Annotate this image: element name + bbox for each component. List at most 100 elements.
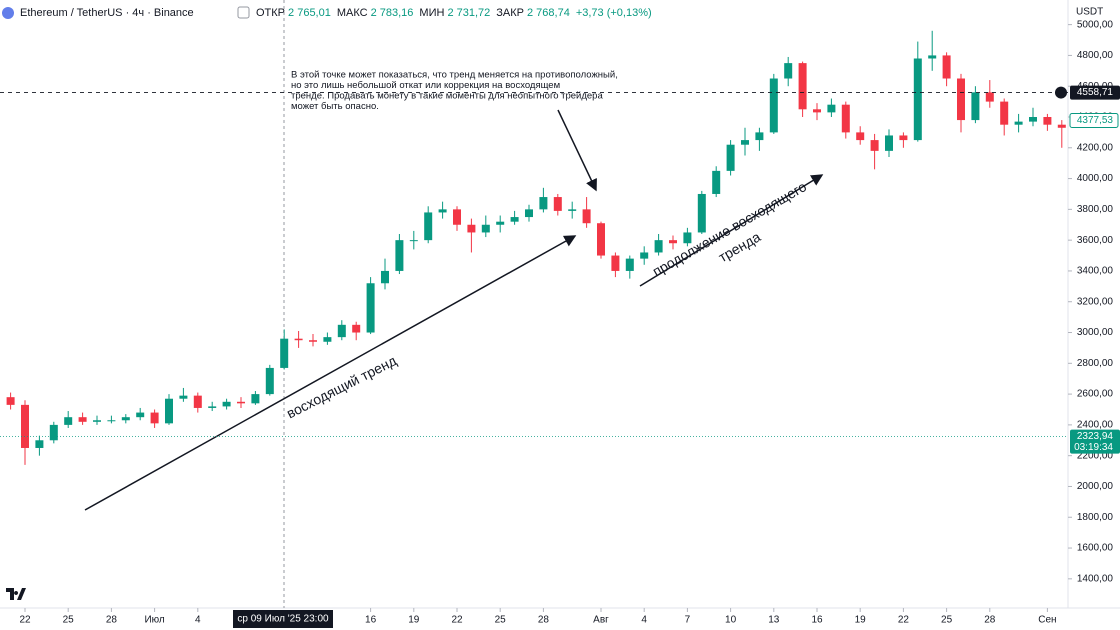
note-line: тренде. Продавать монету в такие моменты… xyxy=(291,91,603,102)
x-tick-label: 16 xyxy=(811,615,823,626)
logo xyxy=(6,588,26,600)
candle-body xyxy=(6,397,15,405)
candle-body xyxy=(179,395,188,399)
hide-button[interactable] xyxy=(237,6,250,19)
candle-body xyxy=(21,404,29,448)
candle-body xyxy=(150,412,159,424)
candle-body xyxy=(582,209,591,224)
candle-body xyxy=(625,258,634,271)
candle-body xyxy=(208,406,217,408)
quote-label: МАКС xyxy=(337,7,368,19)
x-tick-label: 22 xyxy=(19,615,31,626)
x-tick-label: 4 xyxy=(641,615,647,626)
countdown: 03:19:34 xyxy=(1074,442,1113,453)
candle-body xyxy=(381,270,389,284)
candle-body xyxy=(827,104,836,113)
candle-body xyxy=(525,209,533,218)
y-tick-label: 3200,00 xyxy=(1077,296,1114,307)
candle-body xyxy=(669,240,677,244)
x-tick-label: Сен xyxy=(1038,615,1056,626)
symbol: Ethereum / TetherUS · 4ч · Binance xyxy=(20,7,194,19)
quote-label: ОТКР xyxy=(256,7,285,19)
candle-body xyxy=(481,224,490,233)
x-tick-label: 19 xyxy=(855,615,867,626)
price-tag-label: 2323,94 xyxy=(1077,431,1114,442)
eth-icon xyxy=(2,7,14,19)
candle-body xyxy=(136,412,145,418)
candle-body xyxy=(942,55,951,79)
x-tick-label: Авг xyxy=(593,615,609,626)
candle-body xyxy=(78,417,87,422)
candle-body xyxy=(841,104,850,133)
candle-body xyxy=(323,337,332,342)
candle-body xyxy=(1014,121,1023,125)
candle-body xyxy=(121,417,130,421)
candle-body xyxy=(237,401,245,404)
candle-body xyxy=(1000,101,1009,125)
candle-body xyxy=(309,340,317,342)
y-tick-label: 1400,00 xyxy=(1077,573,1114,584)
candle-body xyxy=(337,324,346,338)
x-tick-label: 16 xyxy=(365,615,377,626)
price-tag-label: 4558,71 xyxy=(1077,87,1114,98)
quote-label: МИН xyxy=(419,7,444,19)
candle-body xyxy=(928,55,937,59)
candle-body xyxy=(856,132,865,141)
x-tick-label: 28 xyxy=(538,615,550,626)
y-tick-label: 3600,00 xyxy=(1077,235,1114,246)
y-tick-label: 4800,00 xyxy=(1077,50,1114,61)
add-button[interactable] xyxy=(1055,86,1067,99)
x-tick-label: 4 xyxy=(195,615,201,626)
y-tick-label: 2800,00 xyxy=(1077,358,1114,369)
x-tick-label: Июл xyxy=(144,615,164,626)
candle-body xyxy=(49,424,58,441)
price-tag-label: 4377,53 xyxy=(1077,115,1114,126)
x-tick-label: 28 xyxy=(984,615,996,626)
y-tick-label: 4000,00 xyxy=(1077,173,1114,184)
candle-body xyxy=(280,338,289,368)
y-tick-label: 2200,00 xyxy=(1077,450,1114,461)
y-tick-label: 1600,00 xyxy=(1077,543,1114,554)
price-tag xyxy=(1070,429,1120,454)
quote-value: 2 765,01 xyxy=(288,7,331,19)
crosshair-time: ср 09 Июл '25 23:00 xyxy=(237,614,329,625)
candle-body xyxy=(395,240,404,271)
x-tick-label: 25 xyxy=(941,615,953,626)
candle-body xyxy=(712,170,721,194)
y-tick-label: 3000,00 xyxy=(1077,327,1114,338)
quote-label: ЗАКР xyxy=(496,7,524,19)
price-tag xyxy=(1069,112,1119,128)
x-tick-label: 10 xyxy=(725,615,737,626)
candle-body xyxy=(467,224,476,233)
x-tick-label: 22 xyxy=(898,615,910,626)
candle-body xyxy=(553,197,562,211)
arrow xyxy=(557,109,597,192)
candle-body xyxy=(1029,116,1037,122)
candle-body xyxy=(409,240,418,242)
quote: ОТКР 2 765,01 МАКС 2 783,16 МИН 2 731,72 ЗАКР 2… xyxy=(256,7,652,19)
candle-body xyxy=(597,223,605,256)
arrow xyxy=(639,174,824,287)
x-tick-label: 13 xyxy=(768,615,780,626)
plot xyxy=(6,30,1066,465)
x-tick-label: 28 xyxy=(106,615,118,626)
candle-body xyxy=(899,135,908,141)
candle-body xyxy=(539,197,548,210)
candle-body xyxy=(654,240,663,253)
candle-body xyxy=(64,417,73,425)
candle-body xyxy=(813,109,821,113)
note-line: В этой точке может показаться, что тренд… xyxy=(291,70,618,81)
candle-body xyxy=(985,92,994,102)
currency[interactable]: USDT xyxy=(1076,7,1103,18)
candle-body xyxy=(424,212,433,241)
candle-body xyxy=(798,63,807,110)
candle-body xyxy=(222,401,231,407)
x-tick-label: 25 xyxy=(63,615,75,626)
candle-body xyxy=(510,217,519,222)
y-tick-label: 1800,00 xyxy=(1077,512,1114,523)
candle-body xyxy=(438,209,447,213)
x-tick-label: 22 xyxy=(451,615,463,626)
y-tick-label: 4200,00 xyxy=(1077,142,1114,153)
